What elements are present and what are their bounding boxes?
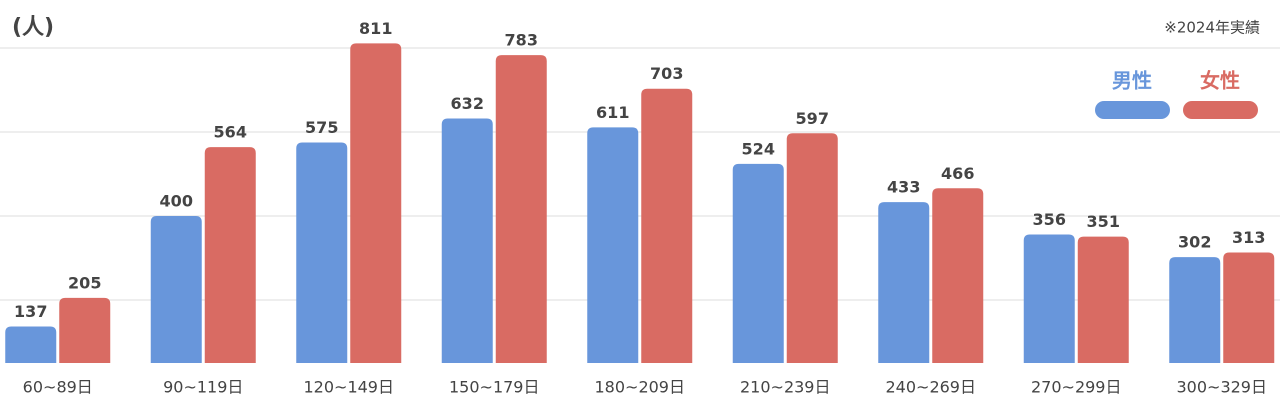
x-tick-label: 210~239日 — [740, 378, 831, 397]
value-label: 564 — [214, 123, 247, 142]
value-label: 703 — [650, 64, 683, 83]
value-label: 466 — [941, 164, 974, 183]
bar — [1077, 236, 1129, 363]
bar — [732, 163, 784, 363]
x-tick-label: 270~299日 — [1031, 378, 1122, 397]
value-label: 351 — [1087, 212, 1120, 231]
value-label: 433 — [887, 178, 920, 197]
bar — [59, 297, 111, 363]
bar — [441, 118, 493, 363]
bar — [932, 188, 984, 363]
value-label: 205 — [68, 273, 101, 292]
bar — [204, 147, 256, 363]
value-label: 313 — [1232, 228, 1265, 247]
bar — [150, 216, 202, 363]
bar — [1169, 257, 1221, 363]
value-label: 811 — [359, 19, 392, 38]
legend-swatch — [1183, 101, 1258, 119]
legend-label: 男性 — [1112, 69, 1152, 93]
x-tick-label: 150~179日 — [449, 378, 540, 397]
legend-swatch — [1095, 101, 1170, 119]
bar — [495, 55, 547, 363]
bar — [1223, 252, 1275, 363]
note: ※2024年実績 — [1164, 19, 1260, 37]
value-label: 632 — [451, 94, 484, 113]
x-tick-label: 90~119日 — [163, 378, 243, 397]
value-label: 356 — [1033, 210, 1066, 229]
x-tick-label: 60~89日 — [23, 378, 93, 397]
legend-label: 女性 — [1200, 69, 1240, 93]
bar — [296, 142, 348, 363]
value-label: 575 — [305, 118, 338, 137]
bar — [587, 127, 639, 363]
x-tick-label: 300~329日 — [1177, 378, 1268, 397]
bar — [786, 133, 838, 363]
bar — [1023, 234, 1075, 363]
value-label: 302 — [1178, 233, 1211, 252]
value-label: 137 — [14, 302, 47, 321]
bar — [5, 326, 57, 363]
x-tick-label: 240~269日 — [886, 378, 977, 397]
x-tick-label: 180~209日 — [595, 378, 686, 397]
value-label: 597 — [796, 109, 829, 128]
unit-label: (人) — [12, 15, 54, 40]
value-label: 524 — [742, 139, 775, 158]
value-label: 400 — [160, 192, 193, 211]
bar — [641, 88, 693, 364]
bar — [350, 43, 402, 363]
x-tick-label: 120~149日 — [304, 378, 395, 397]
value-label: 783 — [505, 31, 538, 50]
value-label: 611 — [596, 103, 629, 122]
bar — [878, 202, 930, 363]
